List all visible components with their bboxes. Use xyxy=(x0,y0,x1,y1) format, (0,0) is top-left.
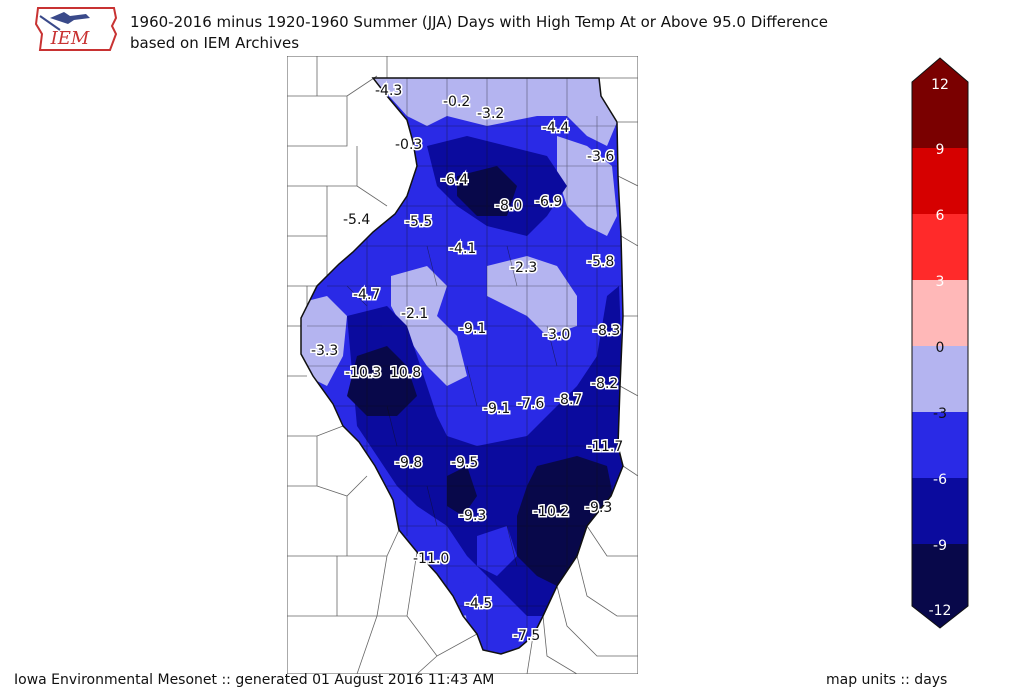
colorbar-tick: 6 xyxy=(936,208,945,224)
station-value: -2.1 xyxy=(401,306,428,322)
station-value: -8.3 xyxy=(593,323,620,339)
colorbar-segment xyxy=(912,412,968,478)
title-line-2: based on IEM Archives xyxy=(130,34,300,52)
station-value: -8.2 xyxy=(591,376,618,392)
colorbar-segment xyxy=(912,478,968,544)
map-units-label: map units :: days xyxy=(826,672,948,688)
station-value: -4.1 xyxy=(449,241,476,257)
colorbar-tick: 3 xyxy=(936,274,945,290)
station-value: -5.4 xyxy=(343,212,370,228)
colorbar-segment xyxy=(912,280,968,346)
station-value: -9.3 xyxy=(459,508,486,524)
state-outline xyxy=(300,77,624,655)
map-title: 1960-2016 minus 1920-1960 Summer (JJA) D… xyxy=(130,12,828,54)
station-value: -3.0 xyxy=(543,327,570,343)
colorbar-segment xyxy=(912,214,968,280)
station-value: -5.8 xyxy=(587,254,614,270)
station-value: -11.7 xyxy=(587,439,623,455)
colorbar-tick: 12 xyxy=(931,77,949,93)
station-value: -9.1 xyxy=(459,321,486,337)
station-value: -0.3 xyxy=(395,137,422,153)
station-value: -3.3 xyxy=(311,343,338,359)
station-value: -10.2 xyxy=(533,504,569,520)
station-value: -4.3 xyxy=(375,83,402,99)
station-value: -11.0 xyxy=(413,551,449,567)
colorbar-tick: 9 xyxy=(936,142,945,158)
station-value: -5.5 xyxy=(405,214,432,230)
colorbar-tick: -12 xyxy=(929,603,952,619)
iem-logo: IEM xyxy=(34,7,118,51)
colorbar-tick: -6 xyxy=(933,472,947,488)
station-value: -8.0 xyxy=(495,198,522,214)
colorbar-top-arrow xyxy=(912,58,968,82)
station-value: -4.4 xyxy=(542,120,569,136)
station-value: -2.3 xyxy=(510,260,537,276)
station-value: -4.5 xyxy=(465,596,492,612)
colorbar-segment xyxy=(912,544,968,606)
station-value: -6.9 xyxy=(535,194,562,210)
colorbar-segment xyxy=(912,148,968,214)
station-value: -8.7 xyxy=(555,392,582,408)
neighbor-county-lines xyxy=(287,56,638,674)
station-value: -4.7 xyxy=(353,287,380,303)
station-value: -3.6 xyxy=(587,149,614,165)
colorbar-tick: -9 xyxy=(933,538,947,554)
illinois-map: -4.3 -0.2 -3.2 -4.4 -0.3 -3.6 -6.4 -8.0 … xyxy=(287,56,638,674)
station-value: -9.8 xyxy=(395,455,422,471)
colorbar-segment xyxy=(912,82,968,148)
colorbar-tick: 0 xyxy=(936,340,945,356)
title-line-1: 1960-2016 minus 1920-1960 Summer (JJA) D… xyxy=(130,13,829,31)
station-value: -7.6 xyxy=(517,396,544,412)
station-value: -9.5 xyxy=(451,455,478,471)
colorbar-segment xyxy=(912,346,968,412)
colorbar-bottom-arrow xyxy=(912,606,968,628)
airplane-icon xyxy=(50,12,90,24)
colorbar-tick: -3 xyxy=(933,406,947,422)
station-value: -3.2 xyxy=(477,106,504,122)
station-value: -10.3 xyxy=(345,365,381,381)
logo-text: IEM xyxy=(50,28,90,49)
station-value: -9.1 xyxy=(483,401,510,417)
station-value: -6.4 xyxy=(441,172,468,188)
colorbar: 12 9 6 3 0 -3 -6 -9 -12 xyxy=(911,57,969,629)
station-value: 10.8 xyxy=(390,365,421,381)
footer-credit: Iowa Environmental Mesonet :: generated … xyxy=(14,672,495,688)
station-values: -4.3 -0.2 -3.2 -4.4 -0.3 -3.6 -6.4 -8.0 … xyxy=(310,82,625,646)
station-value: -9.3 xyxy=(585,500,612,516)
county-lines xyxy=(307,78,623,650)
station-value: -7.5 xyxy=(513,628,540,644)
station-value: -0.2 xyxy=(443,94,470,110)
